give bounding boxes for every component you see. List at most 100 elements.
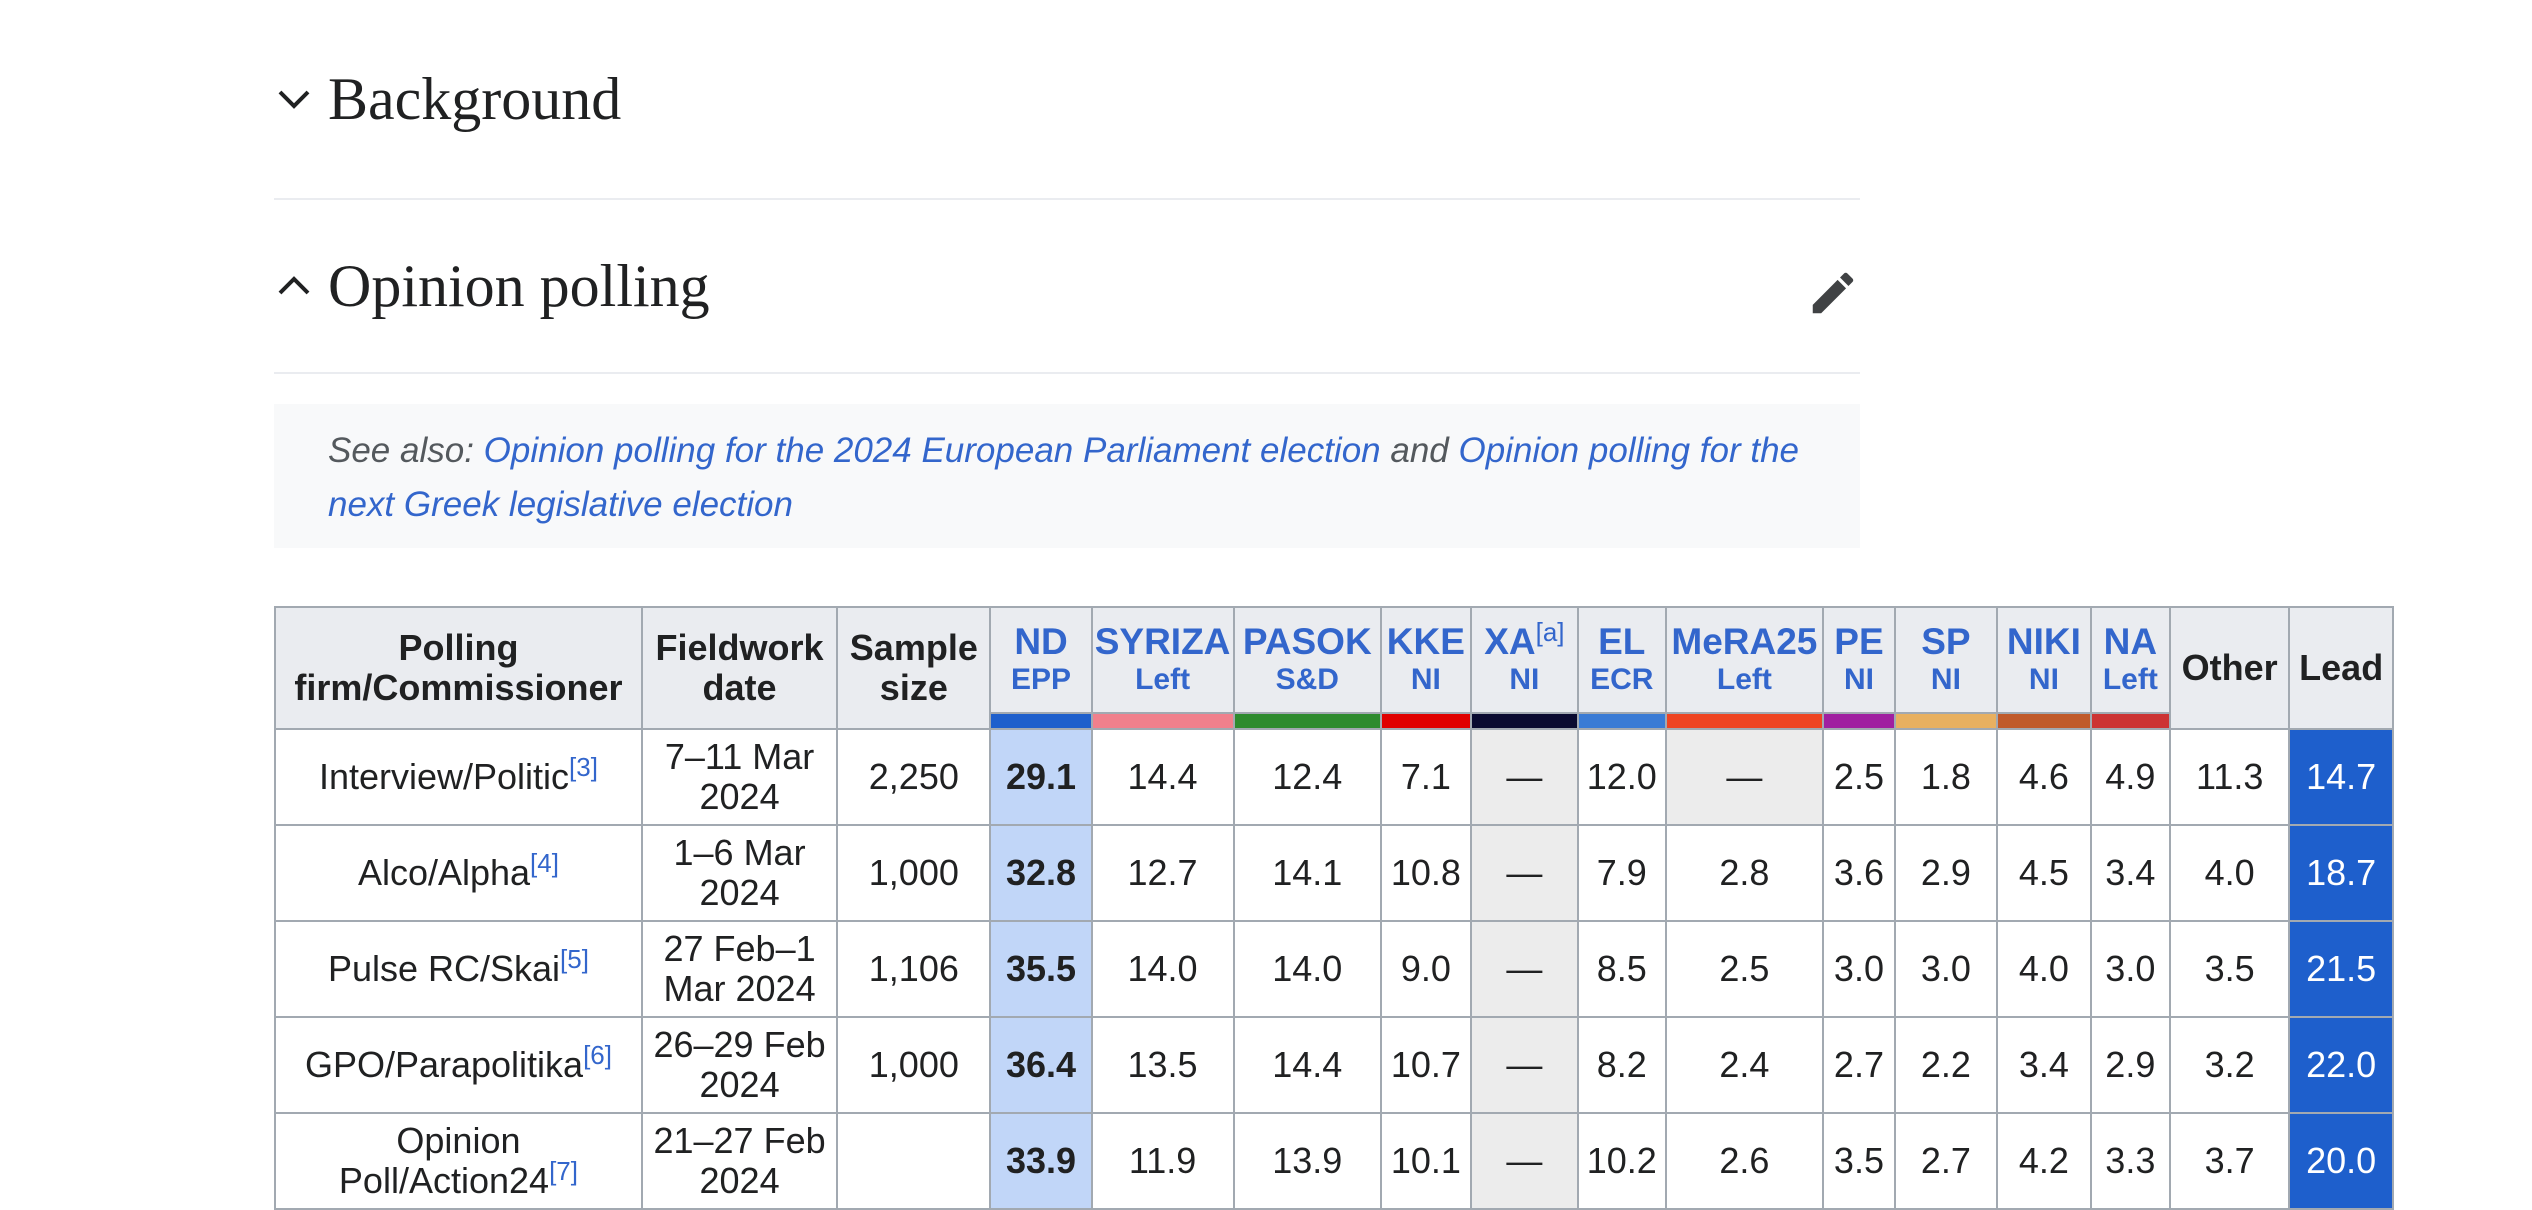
party-group-link[interactable]: ECR — [1590, 663, 1654, 696]
party-group-link[interactable]: NI — [1509, 663, 1540, 696]
cell-other: 11.3 — [2168, 728, 2291, 826]
party-group-link[interactable]: NI — [1930, 663, 1961, 696]
see-also-link-european[interactable]: Opinion polling for the 2024 European Pa… — [483, 431, 1381, 470]
cell-party-value: 7.1 — [1380, 728, 1472, 826]
header-party-xa[interactable]: XA[a] NI — [1469, 606, 1579, 714]
party-name-link[interactable]: PASOK — [1242, 621, 1372, 662]
party-name-link[interactable]: PE — [1834, 621, 1884, 662]
header-party-niki[interactable]: NIKI NI — [1996, 606, 2092, 714]
party-name-link[interactable]: ND — [1014, 621, 1068, 662]
party-group-link[interactable]: NI — [2028, 663, 2059, 696]
cell-lead: 14.7 — [2288, 728, 2394, 826]
header-party-pasok[interactable]: PASOK S&D — [1232, 606, 1382, 714]
cell-party-value: 3.0 — [1822, 920, 1896, 1018]
cell-party-value: — — [1469, 728, 1579, 826]
citation-reference[interactable]: [6] — [583, 1040, 612, 1070]
party-name-link[interactable]: KKE — [1386, 621, 1465, 662]
cell-party-value: 3.5 — [1822, 1112, 1896, 1210]
section-heading-background[interactable]: Background — [274, 0, 1860, 200]
cell-party-value: 10.2 — [1576, 1112, 1667, 1210]
party-name-link[interactable]: XA — [1484, 621, 1536, 662]
party-color-bar — [1232, 713, 1382, 730]
header-party-na[interactable]: NA Left — [2089, 606, 2172, 714]
pencil-icon[interactable] — [1806, 266, 1860, 320]
note-reference[interactable]: [a] — [1535, 617, 1565, 647]
header-party-el[interactable]: EL ECR — [1576, 606, 1667, 714]
party-color-bar — [1664, 713, 1825, 730]
section-heading-opinion-polling[interactable]: Opinion polling — [274, 200, 1860, 374]
party-group-link[interactable]: Left — [1716, 663, 1772, 696]
party-name-link[interactable]: SP — [1921, 621, 1971, 662]
cell-party-value: 2.6 — [1664, 1112, 1825, 1210]
cell-party-value: — — [1469, 1016, 1579, 1114]
cell-party-value: 33.9 — [989, 1112, 1093, 1210]
chevron-down-icon[interactable] — [274, 79, 314, 119]
see-also-hatnote: See also: Opinion polling for the 2024 E… — [274, 404, 1860, 548]
cell-party-value: 3.6 — [1822, 824, 1896, 922]
section-title-opinion-polling: Opinion polling — [328, 253, 710, 319]
cell-lead: 20.0 — [2288, 1112, 2394, 1210]
header-party-nd[interactable]: ND EPP — [989, 606, 1093, 714]
party-color-bar — [1380, 713, 1472, 730]
cell-other: 3.7 — [2168, 1112, 2291, 1210]
party-color-bar — [1576, 713, 1667, 730]
cell-party-value: 14.1 — [1232, 824, 1382, 922]
cell-party-value: 10.1 — [1380, 1112, 1472, 1210]
party-color-bar — [1822, 713, 1896, 730]
cell-party-value: 7.9 — [1576, 824, 1667, 922]
header-sample-size: Sample size — [836, 606, 992, 730]
party-group-link[interactable]: EPP — [1011, 663, 1072, 696]
table-row: GPO/Parapolitika[6] 26–29 Feb 2024 1,000 36… — [274, 1016, 2394, 1114]
cell-sample-size: 1,106 — [836, 920, 992, 1018]
header-party-sp[interactable]: SP NI — [1893, 606, 1999, 714]
party-group-link[interactable]: NI — [1843, 663, 1874, 696]
party-group-link[interactable]: Left — [2102, 663, 2158, 696]
cell-party-value: — — [1664, 728, 1825, 826]
cell-party-value: 3.4 — [2089, 824, 2172, 922]
cell-lead: 18.7 — [2288, 824, 2394, 922]
see-also-link-greek[interactable]: Opinion polling for the next Greek legis… — [328, 431, 1799, 524]
cell-party-value: 2.4 — [1664, 1016, 1825, 1114]
party-group-link[interactable]: S&D — [1275, 663, 1339, 696]
party-name-link[interactable]: NA — [2103, 621, 2158, 662]
party-group-link[interactable]: Left — [1135, 663, 1191, 696]
cell-party-value: 4.9 — [2089, 728, 2172, 826]
party-color-bar — [989, 713, 1093, 730]
see-also-prefix: See also: — [328, 431, 484, 470]
header-party-mera25[interactable]: MeRA25 Left — [1664, 606, 1825, 714]
citation-reference[interactable]: [7] — [549, 1156, 578, 1186]
party-name-link[interactable]: EL — [1598, 621, 1646, 662]
cell-party-value: 10.8 — [1380, 824, 1472, 922]
party-color-bar — [2089, 713, 2172, 730]
party-name-link[interactable]: NIKI — [2006, 621, 2081, 662]
cell-party-value: 2.5 — [1822, 728, 1896, 826]
header-party-syriza[interactable]: SYRIZA Left — [1090, 606, 1235, 714]
party-name-link[interactable]: SYRIZA — [1094, 621, 1231, 662]
cell-party-value: 2.7 — [1893, 1112, 1999, 1210]
see-also-conjunction: and — [1380, 431, 1459, 470]
cell-fieldwork-date: 7–11 Mar 2024 — [640, 728, 839, 826]
cell-party-value: 3.3 — [2089, 1112, 2172, 1210]
header-party-pe[interactable]: PE NI — [1822, 606, 1896, 714]
citation-reference[interactable]: [4] — [530, 848, 559, 878]
cell-party-value: 2.8 — [1664, 824, 1825, 922]
cell-party-value: 2.7 — [1822, 1016, 1896, 1114]
cell-party-value: 8.5 — [1576, 920, 1667, 1018]
cell-party-value: 4.0 — [1996, 920, 2092, 1018]
cell-party-value: 14.4 — [1090, 728, 1235, 826]
citation-reference[interactable]: [5] — [560, 944, 589, 974]
chevron-up-icon[interactable] — [274, 266, 314, 306]
table-row: Opinion Poll/Action24[7] 21–27 Feb 2024 33… — [274, 1112, 2394, 1210]
cell-party-value: 12.4 — [1232, 728, 1382, 826]
party-group-link[interactable]: NI — [1410, 663, 1441, 696]
party-name-link[interactable]: MeRA25 — [1671, 621, 1818, 662]
header-fieldwork-date: Fieldwork date — [640, 606, 839, 730]
header-polling-firm: Polling firm/Commissioner — [274, 606, 643, 730]
citation-reference[interactable]: [3] — [569, 752, 598, 782]
cell-party-value: — — [1469, 824, 1579, 922]
cell-party-value: 36.4 — [989, 1016, 1093, 1114]
header-party-kke[interactable]: KKE NI — [1380, 606, 1472, 714]
cell-party-value: 35.5 — [989, 920, 1093, 1018]
cell-fieldwork-date: 1–6 Mar 2024 — [640, 824, 839, 922]
cell-party-value: — — [1469, 920, 1579, 1018]
